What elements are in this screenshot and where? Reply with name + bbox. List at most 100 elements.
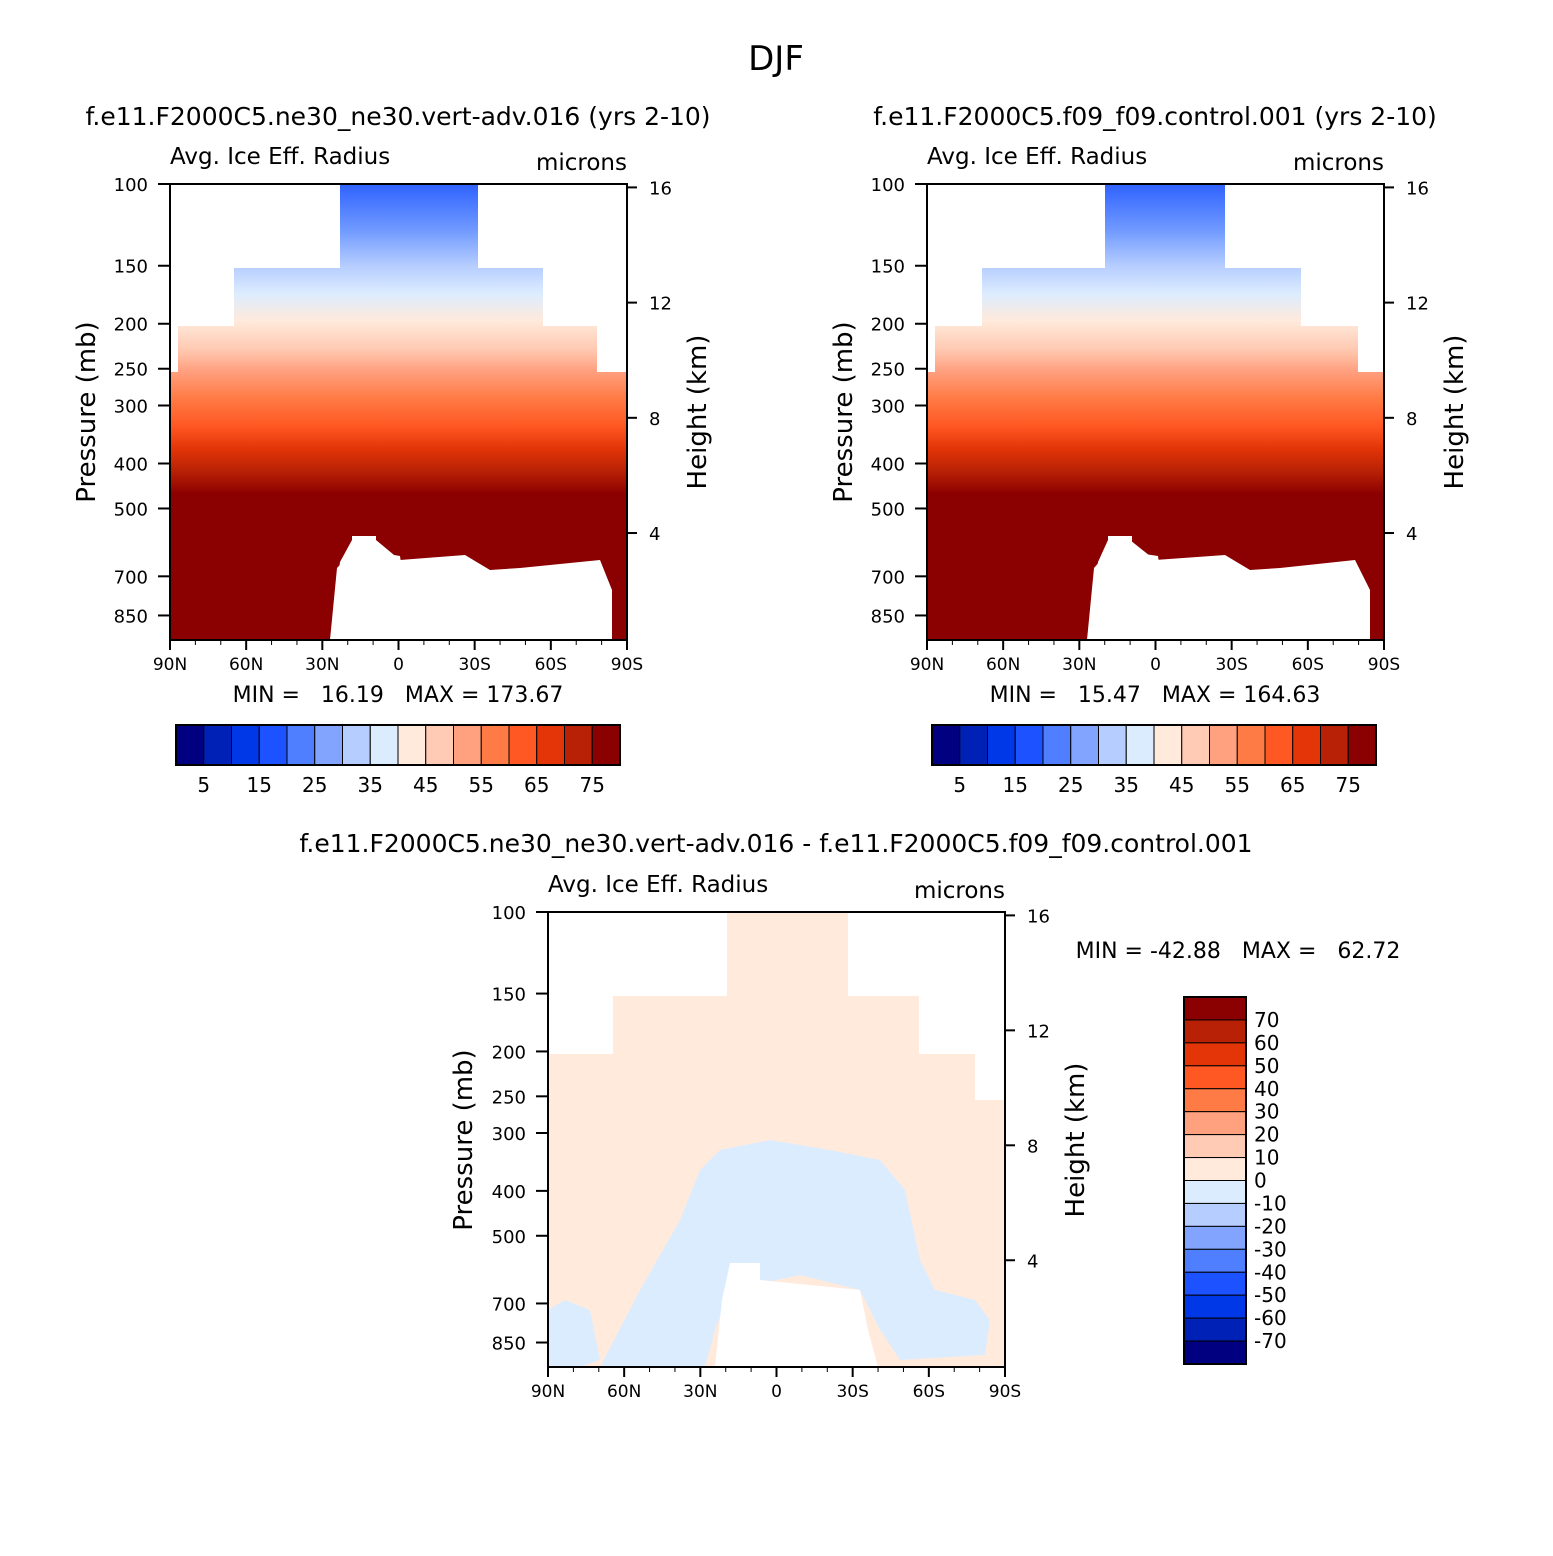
colorbar-label: 55 xyxy=(1225,773,1250,797)
panel-difference-stats: MIN = -42.88 MAX = 62.72 xyxy=(1076,939,1401,964)
colorbar-box xyxy=(1098,724,1127,766)
colorbar-box xyxy=(1183,1340,1247,1365)
colorbar-box xyxy=(1183,1111,1247,1136)
colorbar-label: -60 xyxy=(1254,1306,1287,1330)
pressure-tick-label: 200 xyxy=(871,315,905,336)
panel-model-ylabel-right: Height (km) xyxy=(683,335,713,490)
panel-model-stats: MIN = 16.19 MAX = 173.67 xyxy=(233,683,564,708)
colorbar-label: 45 xyxy=(1169,773,1194,797)
colorbar-box xyxy=(342,724,371,766)
panel-control-units: microns xyxy=(1293,150,1384,176)
colorbar-box xyxy=(1183,1019,1247,1044)
panel-control-ylabel: Pressure (mb) xyxy=(829,321,859,502)
colorbar-box xyxy=(1183,1088,1247,1113)
pressure-tick-label: 150 xyxy=(114,257,148,278)
panel-model-ylabel: Pressure (mb) xyxy=(72,321,102,502)
lat-tick-label: 0 xyxy=(393,655,404,675)
lat-tick-label: 60S xyxy=(913,1382,945,1402)
panel-difference: f.e11.F2000C5.ne30_ne30.vert-adv.016 - f… xyxy=(299,829,1400,1402)
colorbar-box xyxy=(1183,1248,1247,1273)
panel-control-ylabel-right: Height (km) xyxy=(1440,335,1470,490)
pressure-tick-label: 200 xyxy=(492,1042,526,1063)
colorbar-label: -20 xyxy=(1254,1214,1287,1238)
height-tick-label: 4 xyxy=(649,524,660,545)
height-tick-label: 12 xyxy=(1027,1021,1050,1042)
colorbar-box xyxy=(1183,1042,1247,1067)
pressure-tick-label: 400 xyxy=(114,454,148,475)
colorbar-label: -50 xyxy=(1254,1283,1287,1307)
colorbar-box xyxy=(1236,724,1266,766)
lat-tick-label: 60N xyxy=(229,655,263,675)
colorbar-box xyxy=(1320,724,1349,766)
colorbar-box xyxy=(203,724,232,766)
pressure-tick-label: 150 xyxy=(492,985,526,1006)
colorbar-box xyxy=(397,724,427,766)
colorbar-box xyxy=(987,724,1016,766)
colorbar-box xyxy=(1264,724,1294,766)
height-tick-label: 8 xyxy=(649,409,660,430)
pressure-tick-label: 300 xyxy=(114,396,148,417)
height-tick-label: 4 xyxy=(1027,1251,1038,1272)
panel-difference-field xyxy=(548,912,1005,1367)
colorbar-frame xyxy=(931,724,1377,766)
panel-model-title: f.e11.F2000C5.ne30_ne30.vert-adv.016 (yr… xyxy=(85,102,710,131)
lat-tick-label: 90S xyxy=(989,1382,1021,1402)
colorbar-box xyxy=(1183,1180,1247,1204)
panel-difference-ylabel-right: Height (km) xyxy=(1061,1063,1091,1218)
colorbar-label: 60 xyxy=(1254,1031,1279,1055)
colorbar-box xyxy=(591,724,621,766)
panel-model-units: microns xyxy=(536,150,627,176)
colorbar-label: 75 xyxy=(1336,773,1361,797)
colorbar-label: 30 xyxy=(1254,1100,1279,1124)
colorbar-label: 65 xyxy=(524,773,549,797)
colorbar-label: -40 xyxy=(1254,1260,1287,1284)
height-tick-label: 8 xyxy=(1027,1136,1038,1157)
colorbar-label: 55 xyxy=(469,773,494,797)
colorbar-box xyxy=(1014,724,1044,766)
lat-tick-label: 60S xyxy=(1292,655,1324,675)
height-tick-label: 4 xyxy=(1406,524,1417,545)
colorbar-label: 25 xyxy=(1058,773,1083,797)
field-gap xyxy=(330,536,504,640)
pressure-tick-label: 500 xyxy=(492,1227,526,1248)
field-region xyxy=(170,184,627,640)
colorbar-box xyxy=(931,724,961,766)
colorbar-label: 50 xyxy=(1254,1054,1279,1078)
pressure-tick-label: 150 xyxy=(871,257,905,278)
lat-tick-label: 90S xyxy=(1368,655,1400,675)
lat-tick-label: 60N xyxy=(986,655,1020,675)
colorbar-box xyxy=(959,724,988,766)
colorbar-box xyxy=(231,724,260,766)
colorbar-label: 15 xyxy=(247,773,272,797)
lat-tick-label: 0 xyxy=(1150,655,1161,675)
pressure-tick-label: 100 xyxy=(114,175,148,196)
lat-tick-label: 90N xyxy=(153,655,187,675)
colorbar-box xyxy=(1292,724,1321,766)
colorbar-label: 35 xyxy=(358,773,383,797)
figure-title: DJF xyxy=(748,39,804,79)
colorbar-box xyxy=(536,724,565,766)
pressure-tick-label: 500 xyxy=(871,499,905,520)
colorbar-label: 5 xyxy=(197,773,210,797)
colorbar-box xyxy=(369,724,399,766)
pressure-tick-label: 300 xyxy=(871,396,905,417)
height-tick-label: 16 xyxy=(649,178,672,199)
pressure-tick-label: 300 xyxy=(492,1124,526,1145)
lat-tick-label: 90N xyxy=(910,655,944,675)
colorbar-label: 75 xyxy=(580,773,605,797)
colorbar-box xyxy=(1183,996,1247,1021)
pressure-tick-label: 100 xyxy=(492,903,526,924)
colorbar-box xyxy=(1181,724,1210,766)
lat-tick-label: 30N xyxy=(305,655,339,675)
colorbar-label: -10 xyxy=(1254,1191,1287,1215)
colorbar-label: 40 xyxy=(1254,1077,1279,1101)
colorbar-label: 25 xyxy=(302,773,327,797)
field-region-negative-north xyxy=(548,1300,600,1367)
colorbar-label: 20 xyxy=(1254,1123,1279,1147)
colorbar-box xyxy=(1183,1157,1247,1181)
colorbar-label: -30 xyxy=(1254,1237,1287,1261)
lat-tick-label: 30N xyxy=(1062,655,1096,675)
panel-control-variable: Avg. Ice Eff. Radius xyxy=(927,144,1147,170)
colorbar-label: 45 xyxy=(413,773,438,797)
